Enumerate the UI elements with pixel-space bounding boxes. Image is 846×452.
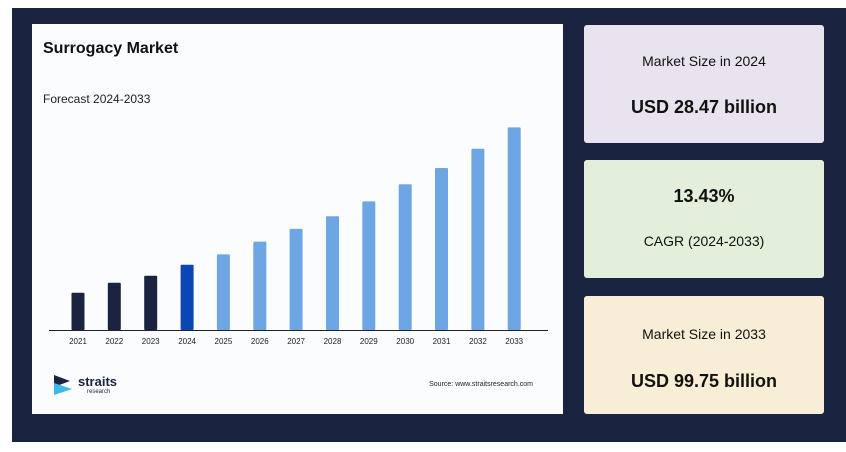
market-size-2033-card: Market Size in 2033 USD 99.75 billion [584,296,824,414]
market-size-2024-label: Market Size in 2024 [584,53,824,69]
bar-2031 [435,168,448,330]
x-tick-label-2025: 2025 [215,337,233,346]
logo-wordmark: straits [78,374,117,389]
market-size-2033-label: Market Size in 2033 [584,326,824,342]
x-tick-label-2027: 2027 [287,337,305,346]
x-tick-label-2021: 2021 [69,337,87,346]
bar-2028 [326,216,339,330]
straits-logo: straits research [52,373,132,397]
logo-subtext: research [87,389,110,395]
market-size-2024-value: USD 28.47 billion [584,97,824,118]
source-note: Source: www.straitsresearch.com [429,381,533,388]
chart-panel: Surrogacy Market Forecast 2024-2033 2021… [32,24,563,414]
bar-2033 [508,127,521,330]
x-tick-label-2029: 2029 [360,337,378,346]
x-tick-label-2033: 2033 [505,337,523,346]
x-tick-label-2030: 2030 [396,337,414,346]
x-tick-label-2024: 2024 [178,337,196,346]
bar-2024 [181,265,194,330]
bar-2025 [217,254,230,330]
x-tick-label-2023: 2023 [142,337,160,346]
cagr-card: 13.43% CAGR (2024-2033) [584,160,824,278]
bar-2029 [362,201,375,330]
cagr-value: 13.43% [584,186,824,207]
bar-2027 [290,229,303,330]
market-size-2033-value: USD 99.75 billion [584,371,824,392]
x-tick-label-2026: 2026 [251,337,269,346]
x-tick-label-2022: 2022 [105,337,123,346]
bar-chart: 2021 2022 2023 2024 2025 2026 2027 2028 2029 2030… [32,24,563,414]
cagr-label: CAGR (2024-2033) [584,233,824,249]
bar-2021 [72,293,85,330]
market-size-2024-card: Market Size in 2024 USD 28.47 billion [584,25,824,143]
bar-2022 [108,283,121,330]
x-tick-label-2031: 2031 [433,337,451,346]
bar-2030 [399,184,412,330]
x-tick-label-2028: 2028 [324,337,342,346]
bar-2032 [471,149,484,330]
bar-2026 [253,242,266,330]
bar-2023 [144,276,157,330]
straits-logo-icon [52,373,74,397]
x-tick-label-2032: 2032 [469,337,487,346]
